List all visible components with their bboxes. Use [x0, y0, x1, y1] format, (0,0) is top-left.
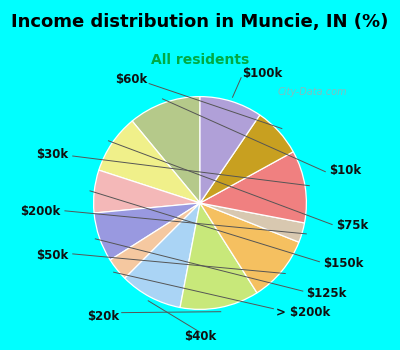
- Text: $125k: $125k: [306, 287, 346, 300]
- Wedge shape: [125, 203, 200, 308]
- Wedge shape: [200, 152, 306, 223]
- Wedge shape: [200, 203, 299, 293]
- Text: $100k: $100k: [242, 67, 283, 80]
- Text: $10k: $10k: [329, 164, 362, 177]
- Text: All residents: All residents: [151, 53, 249, 67]
- Wedge shape: [200, 203, 304, 242]
- Wedge shape: [110, 203, 200, 278]
- Wedge shape: [99, 121, 200, 203]
- Text: $200k: $200k: [20, 205, 60, 218]
- Text: $60k: $60k: [115, 73, 148, 86]
- Wedge shape: [94, 203, 200, 260]
- Text: $40k: $40k: [184, 330, 216, 343]
- Wedge shape: [200, 97, 260, 203]
- Wedge shape: [180, 203, 257, 309]
- Wedge shape: [94, 170, 200, 213]
- Wedge shape: [200, 115, 293, 203]
- Text: Income distribution in Muncie, IN (%): Income distribution in Muncie, IN (%): [11, 13, 389, 30]
- Text: $150k: $150k: [323, 257, 364, 270]
- Text: > $200k: > $200k: [276, 306, 330, 318]
- Text: City-Data.com: City-Data.com: [277, 88, 347, 97]
- Wedge shape: [132, 97, 200, 203]
- Text: $30k: $30k: [36, 148, 68, 161]
- Text: $75k: $75k: [336, 219, 369, 232]
- Text: $50k: $50k: [36, 249, 68, 262]
- Text: $20k: $20k: [87, 310, 119, 323]
